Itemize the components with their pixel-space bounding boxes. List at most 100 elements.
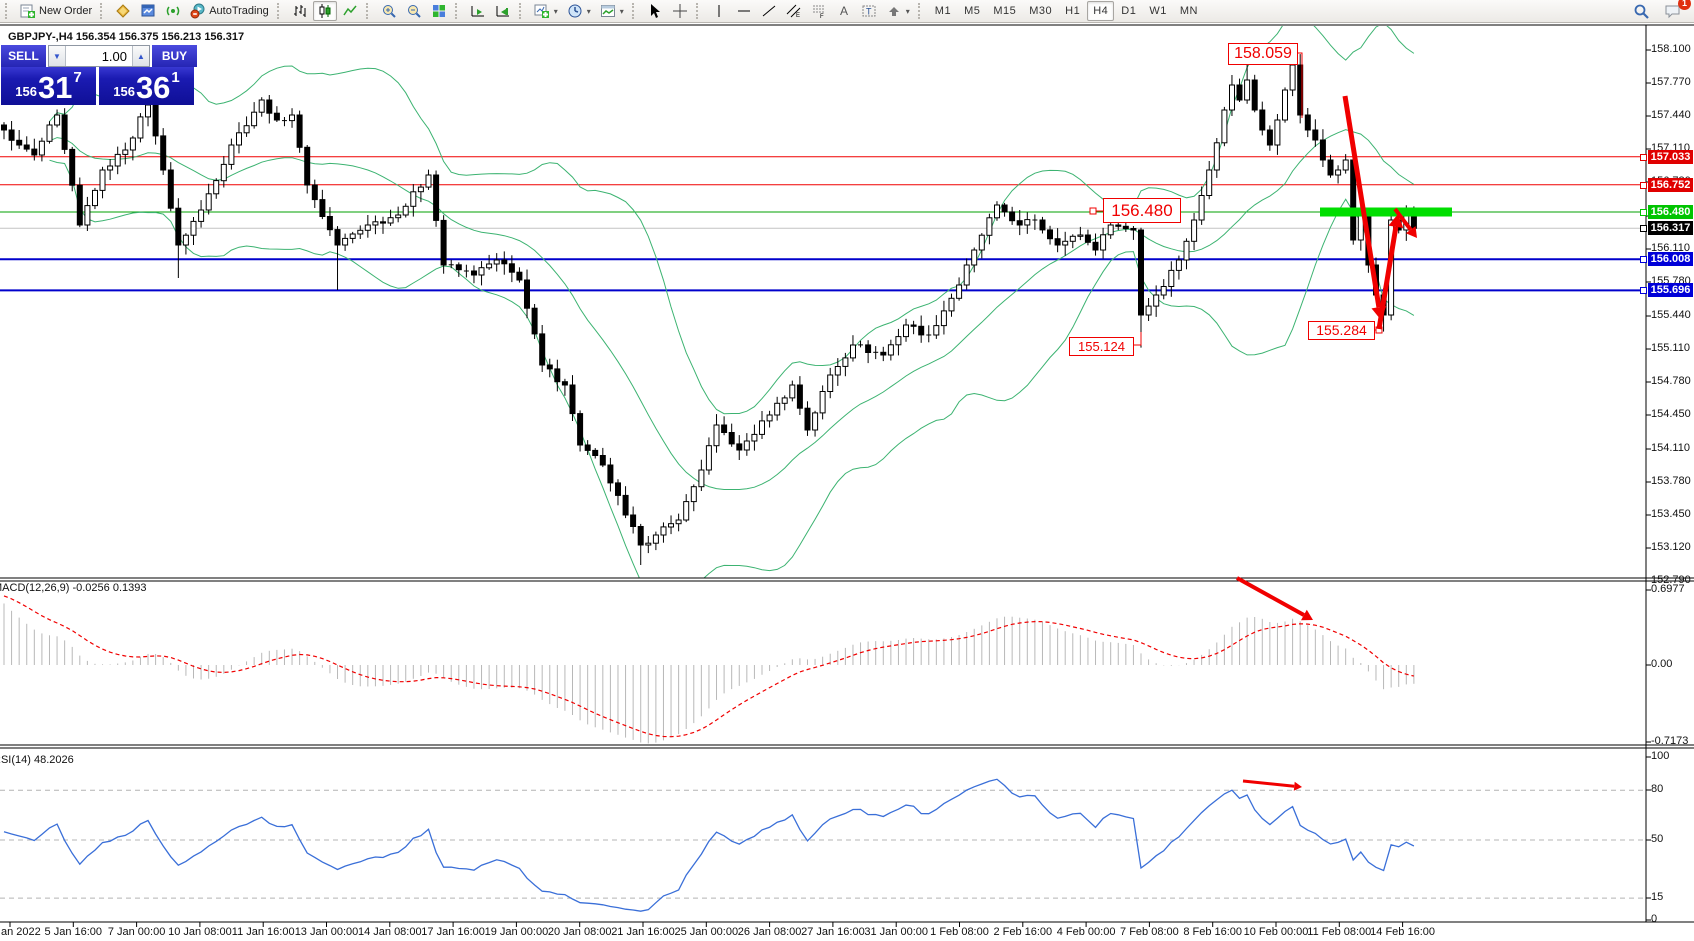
bar-chart-icon	[293, 5, 306, 17]
periods-button[interactable]: ▾	[563, 1, 595, 21]
autotrading-label: AutoTrading	[209, 5, 269, 17]
dropdown-caret: ▾	[905, 6, 910, 16]
volume-spinner: ▼ 1.00 ▲	[48, 45, 150, 67]
chat-button[interactable]: 1	[1660, 0, 1691, 21]
toolbar-grip[interactable]	[5, 3, 12, 19]
zoom-out-button[interactable]	[402, 1, 426, 21]
rsi-axis-label: 80	[1651, 783, 1664, 795]
price-axis-label: 157.770	[1651, 76, 1691, 88]
tf-m5[interactable]: M5	[964, 5, 981, 17]
time-axis-label: 11 Jan 16:00	[231, 926, 295, 938]
bar-chart-button[interactable]	[288, 1, 312, 21]
toolbar-grip[interactable]	[365, 3, 373, 19]
tf-h4[interactable]: H4	[1087, 1, 1115, 21]
time-axis-label: 4 Feb 00:00	[1056, 926, 1116, 938]
svg-text:F: F	[820, 14, 824, 19]
candlestick-chart-button[interactable]	[312, 1, 337, 21]
chat-badge: 1	[1678, 0, 1691, 10]
autotrading-icon	[190, 3, 205, 19]
crosshair-button[interactable]	[668, 1, 692, 21]
buy-button[interactable]: 156 36 1	[99, 67, 194, 105]
sell-price-figure: 156	[15, 84, 37, 99]
green-zone[interactable]	[1320, 207, 1452, 217]
time-axis-label: 5 Jan 16:00	[44, 926, 103, 938]
line-chart-button[interactable]	[338, 1, 362, 21]
fibonacci-icon: F	[812, 5, 824, 19]
toolbar-grip[interactable]	[518, 3, 526, 19]
trend-arrows[interactable]	[1236, 95, 1417, 791]
time-axis-label: 17 Jan 16:00	[421, 926, 485, 938]
price-axis-label: 152.790	[1651, 574, 1691, 586]
dropdown-caret: ▾	[553, 6, 558, 16]
horizontal-line-tool[interactable]	[732, 1, 756, 21]
cursor-button[interactable]	[643, 1, 667, 21]
volume-input[interactable]: 1.00	[101, 48, 127, 64]
toolbar: New Order AutoTrading ▾ ▾ ▾	[0, 0, 1694, 23]
chart-canvas[interactable]	[0, 23, 1694, 941]
tf-m15[interactable]: M15	[993, 5, 1017, 17]
search-button[interactable]	[1629, 1, 1654, 21]
indicators-button[interactable]: ▾	[596, 1, 628, 21]
sell-button[interactable]: 156 31 7	[1, 67, 96, 105]
chart-shift-button[interactable]	[491, 1, 515, 21]
price-callout[interactable]: 158.059	[1228, 43, 1298, 65]
tf-m1[interactable]: M1	[934, 5, 952, 17]
time-axis-label: 7 Feb 08:00	[1120, 926, 1179, 938]
zoom-out-icon	[407, 5, 421, 18]
text-tool[interactable]: A	[832, 1, 856, 21]
price-axis-label: 155.440	[1651, 309, 1691, 321]
toolbar-grip[interactable]	[454, 3, 462, 19]
chart-area[interactable]: GBPJPY-,H4 156.354 156.375 156.213 156.3…	[0, 23, 1694, 941]
trade-panel-header: SELL ▼ 1.00 ▲ BUY	[1, 45, 197, 67]
new-order-button[interactable]: New Order	[16, 1, 96, 21]
tf-mn[interactable]: MN	[1179, 5, 1198, 17]
toolbar-grip[interactable]	[631, 3, 639, 19]
new-chart-button[interactable]: ▾	[530, 1, 562, 21]
price-callout[interactable]: 155.284	[1308, 321, 1375, 340]
arrow-shapes-icon	[888, 7, 899, 16]
autotrading-button[interactable]: AutoTrading	[186, 1, 273, 21]
equidistant-channel-icon: E	[786, 4, 801, 19]
zoom-in-button[interactable]	[377, 1, 401, 21]
label-tool[interactable]: T	[857, 1, 881, 21]
toolbar-grip[interactable]	[276, 3, 284, 19]
toolbar-grip[interactable]	[695, 3, 703, 19]
time-axis-label: 19 Jan 00:00	[484, 926, 549, 938]
price-callout[interactable]: 156.480	[1103, 198, 1181, 223]
tf-h1[interactable]: H1	[1065, 5, 1081, 17]
tile-windows-button[interactable]	[427, 1, 451, 21]
fibonacci-tool[interactable]: F	[807, 1, 831, 21]
time-axis-label: 10 Jan 08:00	[168, 926, 232, 938]
signals-button[interactable]	[161, 1, 185, 21]
new-order-icon	[20, 4, 35, 18]
price-axis-label: 154.110	[1651, 442, 1690, 454]
volume-increase-button[interactable]: ▲	[132, 46, 149, 66]
antenna-icon	[166, 6, 180, 16]
time-axis-label: 31 Jan 00:00	[864, 926, 928, 938]
tf-m30[interactable]: M30	[1029, 5, 1053, 17]
rsi-axis-label: 100	[1651, 750, 1670, 762]
crosshair-icon	[672, 4, 687, 18]
volume-decrease-button[interactable]: ▼	[49, 46, 66, 66]
channel-tool[interactable]: E	[782, 1, 806, 21]
dropdown-caret: ▾	[586, 6, 591, 16]
tf-d1[interactable]: D1	[1121, 5, 1137, 17]
toolbar-grip[interactable]	[917, 3, 925, 19]
toolbar-grip[interactable]	[100, 3, 107, 19]
auto-scroll-button[interactable]	[466, 1, 490, 21]
gold-gem-button[interactable]	[111, 1, 135, 21]
price-tag-marker	[1640, 181, 1647, 189]
arrows-tool[interactable]: ▾	[882, 1, 914, 21]
vertical-line-tool[interactable]	[707, 1, 731, 21]
trendline-tool[interactable]	[757, 1, 781, 21]
editor-window-button[interactable]	[136, 1, 160, 21]
macd-signal-line	[3, 595, 1415, 738]
tf-w1[interactable]: W1	[1149, 5, 1167, 17]
tile-windows-icon	[432, 5, 445, 17]
price-callout[interactable]: 155.124	[1069, 337, 1134, 356]
gold-gem-icon	[116, 4, 130, 18]
callout-connectors	[1089, 52, 1383, 346]
clock-icon	[568, 4, 582, 18]
svg-text:T: T	[866, 7, 872, 17]
